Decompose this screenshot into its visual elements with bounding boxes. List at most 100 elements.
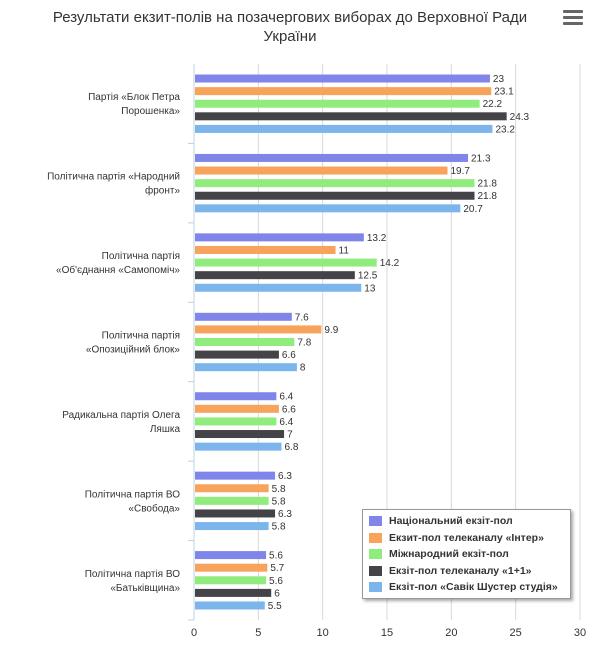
bar (195, 392, 277, 401)
x-tick-label: 25 (510, 627, 522, 639)
data-label: 5.8 (272, 496, 286, 507)
category-label-line: Політична партія (102, 251, 180, 262)
bar (195, 99, 480, 108)
legend: Національний екзіт-пол Екзит-пол телекана… (362, 509, 571, 599)
category-label: Політична партія ВО «Батьківщина» (85, 569, 181, 594)
data-label: 6.8 (284, 442, 298, 453)
legend-item[interactable]: Національний екзіт-пол (369, 513, 564, 530)
category-label-line: Порошенка» (121, 106, 180, 117)
bar (195, 471, 276, 480)
bar (195, 509, 276, 518)
bar (195, 576, 267, 585)
bar (195, 312, 292, 321)
data-label: 21.8 (477, 191, 497, 202)
bar (195, 363, 297, 372)
data-label: 24.3 (510, 112, 530, 123)
bar (195, 74, 490, 83)
data-label: 7 (287, 430, 293, 441)
bar (195, 563, 268, 572)
legend-swatch (369, 516, 382, 527)
bar (195, 484, 269, 493)
category-label-line: Ляшка (150, 424, 181, 435)
bar (195, 124, 493, 133)
labels: 0 5 10 15 20 25 30 Партія «Блок Петра Порошенка»… (47, 74, 586, 639)
data-label: 8 (300, 363, 306, 374)
legend-label: Екзіт-пол телеканалу «1+1» (389, 564, 532, 577)
data-label: 23.1 (494, 87, 514, 98)
data-label: 5.6 (269, 551, 283, 562)
data-label: 13 (364, 283, 376, 294)
category-label-line: «Опозиційний блок» (86, 344, 181, 356)
category-label: Політична партія «Опозиційний блок» (86, 331, 181, 356)
data-label: 6.4 (279, 417, 293, 428)
bar (195, 338, 295, 346)
x-tick-label: 20 (445, 627, 457, 639)
legend-label: Екзит-пол телеканалу «Інтер» (389, 531, 544, 544)
category-label-line: Радикальна партія Олега (62, 410, 180, 421)
data-label: 21.8 (477, 179, 497, 190)
bar (195, 350, 279, 359)
data-label: 7.6 (295, 312, 309, 323)
data-label: 11 (339, 245, 350, 256)
legend-item[interactable]: Екзит-пол телеканалу «Інтер» (369, 530, 564, 547)
data-label: 14.2 (380, 258, 400, 269)
legend-item[interactable]: Міжнародний екзіт-пол (369, 546, 564, 563)
category-label: Політична партія ВО «Свобода» (85, 489, 181, 514)
bar (195, 191, 475, 200)
bar (195, 112, 507, 121)
bar (195, 233, 364, 242)
hamburger-menu-icon-line (563, 16, 583, 19)
category-label-line: Політична партія (102, 331, 180, 342)
bar (195, 588, 272, 597)
data-label: 5.7 (270, 563, 284, 574)
x-tick-label: 10 (317, 627, 329, 639)
bar (195, 442, 282, 451)
category-label-line: «Об'єднання «Самопоміч» (56, 264, 180, 276)
category-label: Політична партія «Народний фронт» (47, 172, 180, 197)
bar (195, 496, 269, 505)
legend-label: Національний екзіт-пол (389, 515, 513, 528)
category-label-line: фронт» (145, 185, 180, 197)
chart-menu-button[interactable] (563, 10, 583, 28)
bars (195, 74, 507, 610)
bar (195, 204, 461, 213)
legend-label: Міжнародний екзіт-пол (389, 548, 509, 561)
x-tick-label: 30 (574, 627, 586, 639)
bar (195, 179, 475, 188)
legend-label: Екзіт-пол «Савік Шустер студія» (389, 581, 558, 594)
data-label: 7.8 (297, 338, 311, 349)
x-tick-label: 15 (381, 627, 393, 639)
bar (195, 522, 269, 531)
bar (195, 87, 492, 96)
bar (195, 258, 377, 267)
bar (195, 283, 362, 292)
data-label: 22.2 (483, 99, 503, 110)
category-label: Партія «Блок Петра Порошенка» (88, 92, 180, 117)
category-label-line: Політична партія ВО (85, 489, 180, 500)
data-label: 5.8 (272, 484, 286, 495)
legend-swatch (369, 565, 382, 576)
bar (195, 430, 285, 439)
category-label-line: «Батьківщина» (110, 583, 180, 594)
bar (195, 166, 448, 175)
legend-swatch (369, 532, 382, 543)
data-label: 6 (274, 588, 280, 599)
category-label-line: Партія «Блок Петра (88, 92, 180, 103)
category-label-line: Політична партія ВО (85, 569, 180, 580)
data-label: 12.5 (358, 271, 378, 282)
legend-item[interactable]: Екзіт-пол телеканалу «1+1» (369, 563, 564, 580)
data-label: 6.4 (279, 392, 293, 403)
data-label: 21.3 (471, 153, 491, 164)
data-label: 13.2 (367, 233, 387, 244)
data-label: 6.6 (282, 350, 296, 361)
legend-item[interactable]: Екзіт-пол «Савік Шустер студія» (369, 579, 564, 596)
bar (195, 551, 267, 560)
chart-title: Результати екзит-полів на позачергових в… (52, 9, 528, 45)
legend-swatch (369, 582, 382, 593)
hamburger-menu-icon-line (563, 22, 583, 25)
category-label: Політична партія «Об'єднання «Самопоміч» (56, 251, 180, 276)
bar (195, 404, 279, 413)
data-label: 9.9 (324, 325, 338, 336)
x-tick-label: 0 (191, 627, 197, 639)
category-label-line: Політична партія «Народний (47, 172, 180, 183)
